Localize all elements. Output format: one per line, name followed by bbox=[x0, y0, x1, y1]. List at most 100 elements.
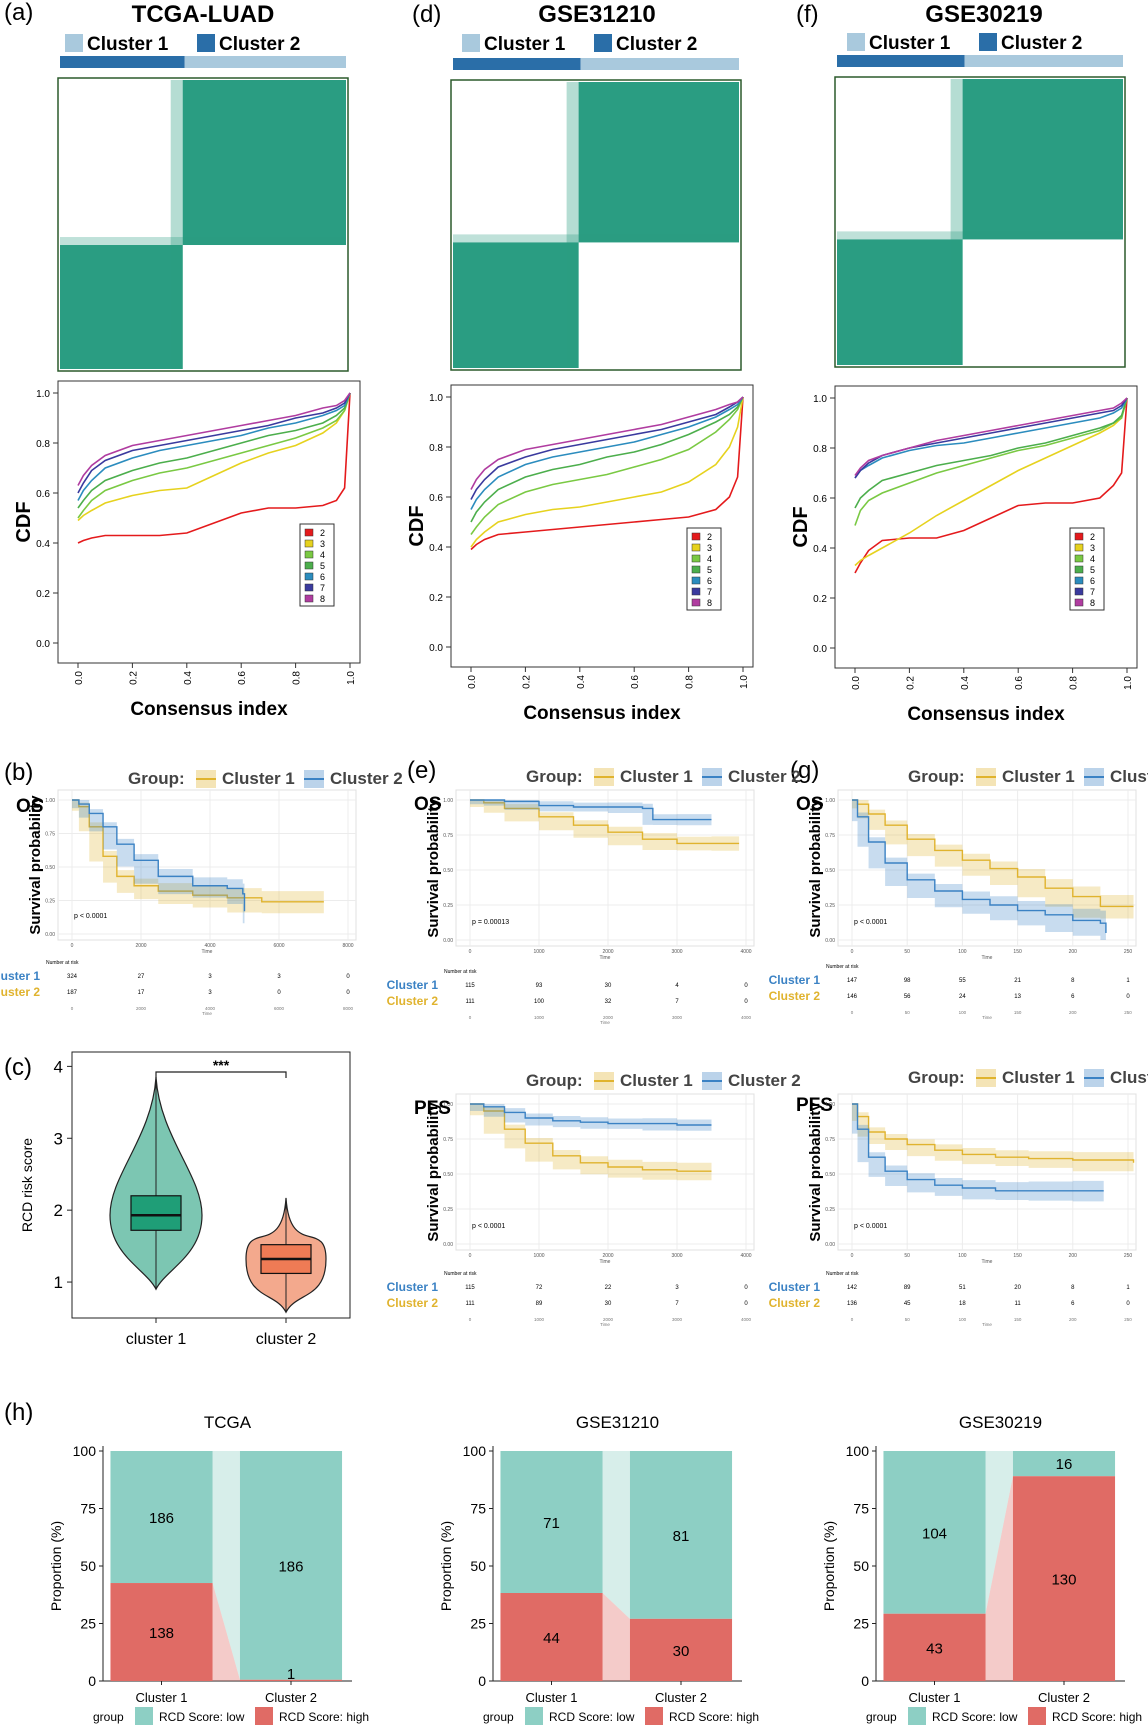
km-curve-cluster-1 bbox=[470, 799, 740, 845]
km-risk-value: 0 bbox=[277, 990, 281, 996]
km-ylabel: Survival probability bbox=[807, 1102, 824, 1242]
km-xlabel: Time bbox=[600, 955, 611, 961]
km-risk-value: 187 bbox=[67, 990, 78, 996]
cdf-xtick-label: 0.2 bbox=[521, 675, 532, 689]
km-risk-value: 0 bbox=[1126, 1301, 1130, 1307]
km-ytick-label: 0.25 bbox=[443, 903, 453, 909]
km-legend-label-cluster-1: Cluster 1 bbox=[1002, 767, 1075, 786]
km-risk-value: 8 bbox=[1071, 1285, 1075, 1291]
km-xtick-label: 150 bbox=[1013, 1253, 1022, 1259]
cdf-line-k5 bbox=[470, 396, 744, 523]
prop-ytick-label: 50 bbox=[853, 1558, 869, 1574]
prop-bar-high bbox=[239, 1679, 343, 1681]
panel-title-d: GSE31210 bbox=[538, 1, 655, 28]
km-xtick-label: 4000 bbox=[740, 949, 751, 955]
km-xtick-label: 3000 bbox=[671, 1253, 682, 1259]
cdf-legend-swatch-6 bbox=[691, 576, 701, 585]
legend-swatch-cluster-2 bbox=[197, 34, 215, 52]
prop-value-high: 30 bbox=[673, 1643, 690, 1660]
violin-ytick-label: 4 bbox=[54, 1057, 63, 1076]
consensus-fuzz bbox=[453, 234, 739, 243]
km-risk-value: 1 bbox=[1126, 1285, 1130, 1291]
km-ytick-label: 0.50 bbox=[443, 868, 453, 874]
km-risk-value: 115 bbox=[465, 1285, 475, 1291]
km-risk-value: 89 bbox=[904, 1285, 911, 1291]
km-ytick-label: 0.50 bbox=[825, 1172, 835, 1178]
km-risk-value: 30 bbox=[605, 1301, 612, 1307]
cdf-legend-label-5: 5 bbox=[320, 561, 325, 571]
prop-bar-low bbox=[500, 1451, 603, 1593]
km-ytick-label: 0.75 bbox=[45, 832, 55, 838]
km-risk-value: 18 bbox=[959, 1301, 966, 1307]
cdf-ytick-label: 0.0 bbox=[429, 643, 443, 654]
consensus-fuzz bbox=[566, 82, 579, 243]
cdf-xtick-label: 0.6 bbox=[630, 675, 641, 689]
significance-bracket bbox=[155, 1071, 287, 1078]
cdf-line-k2 bbox=[77, 392, 351, 544]
prop-ytick-label: 0 bbox=[478, 1673, 486, 1689]
legend-swatch-cluster-2 bbox=[594, 34, 612, 52]
km-risk-value: 3 bbox=[208, 990, 212, 996]
prop-bar-high bbox=[1012, 1476, 1116, 1681]
km-risk-value: 4 bbox=[675, 983, 679, 989]
prop-bar-low bbox=[629, 1451, 733, 1619]
km-risk-title: Number at risk bbox=[826, 1271, 859, 1277]
km-risk-title: Number at risk bbox=[46, 960, 79, 966]
cdf-xtick-label: 0.0 bbox=[74, 671, 85, 685]
km-xtick-label: 250 bbox=[1124, 1253, 1133, 1259]
km-risk-value: 7 bbox=[675, 1301, 679, 1307]
cdf-line-k8 bbox=[77, 392, 351, 486]
prop-bar-high bbox=[629, 1618, 733, 1681]
prop-value-low: 186 bbox=[278, 1558, 303, 1575]
km-legend-group-label: Group: bbox=[128, 769, 185, 788]
cluster-bar-right bbox=[184, 56, 346, 68]
consensus-block-bottom-left bbox=[837, 239, 963, 365]
km-ci-band-1 bbox=[72, 800, 324, 914]
km-ytick-label: 0.50 bbox=[45, 865, 55, 871]
cdf-xtick-label: 1.0 bbox=[346, 671, 357, 685]
km-risk-xtick: 2000 bbox=[603, 1317, 614, 1322]
km-xtick-label: 1000 bbox=[533, 1253, 544, 1259]
km-ytick-label: 1.00 bbox=[825, 798, 835, 804]
km-ytick-label: 0.25 bbox=[443, 1207, 453, 1213]
km-risk-xtick: 2000 bbox=[603, 1015, 614, 1020]
cdf-legend-swatch-3 bbox=[304, 539, 314, 548]
km-xtick-label: 0 bbox=[469, 1253, 472, 1259]
prop-legend-title: group bbox=[483, 1710, 514, 1724]
km-xtick-label: 6000 bbox=[273, 943, 284, 949]
panel-letter-h: (h) bbox=[4, 1399, 33, 1426]
prop-xtick-label: Cluster 2 bbox=[265, 1690, 317, 1705]
km-ci-band-2 bbox=[852, 800, 1106, 940]
cdf-ytick-label: 0.0 bbox=[813, 644, 827, 655]
consensus-block-top-right bbox=[182, 80, 346, 246]
km-ytick-label: 0.50 bbox=[825, 868, 835, 874]
km-legend-group-label: Group: bbox=[526, 1071, 583, 1090]
cdf-legend-swatch-6 bbox=[1074, 576, 1084, 585]
km-risk-xtick: 0 bbox=[469, 1317, 472, 1322]
prop-ytick-label: 25 bbox=[853, 1616, 869, 1632]
consensus-block-top-right bbox=[578, 82, 739, 243]
prop-legend-title: group bbox=[93, 1710, 124, 1724]
cdf-legend-swatch-8 bbox=[1074, 598, 1084, 607]
cdf-legend-label-2: 2 bbox=[320, 528, 325, 538]
km-risk-value: 111 bbox=[465, 999, 475, 1005]
prop-ytick-label: 100 bbox=[846, 1443, 870, 1459]
violin-ylabel: RCD risk score bbox=[19, 1138, 35, 1232]
km-xtick-label: 2000 bbox=[135, 943, 146, 949]
prop-xtick-label: Cluster 1 bbox=[908, 1690, 960, 1705]
cdf-legend-label-4: 4 bbox=[320, 550, 325, 560]
km-risk-title: Number at risk bbox=[444, 1271, 477, 1277]
km-ytick-label: 0.00 bbox=[825, 938, 835, 944]
cdf-line-k8 bbox=[854, 397, 1128, 476]
cluster-bar-left bbox=[453, 58, 581, 70]
prop-value-low: 104 bbox=[922, 1525, 947, 1542]
cdf-xtick-label: 1.0 bbox=[1123, 676, 1134, 690]
km-risk-xtick: 0 bbox=[71, 1006, 74, 1011]
km-risk-value: 22 bbox=[605, 1285, 612, 1291]
consensus-block-bottom-left bbox=[453, 242, 579, 368]
km-risk-value: 72 bbox=[536, 1285, 543, 1291]
km-legend-label-cluster-2: Cluster 2 bbox=[728, 767, 801, 786]
km-risk-title: Number at risk bbox=[826, 964, 859, 970]
prop-title: GSE30219 bbox=[959, 1413, 1042, 1432]
